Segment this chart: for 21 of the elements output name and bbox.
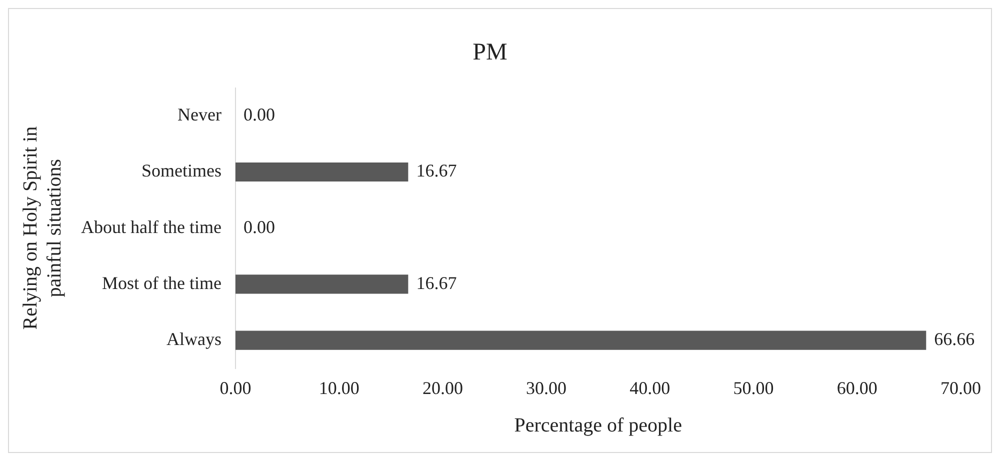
data-label: 16.67 [416, 272, 457, 293]
data-label: 0.00 [243, 216, 275, 237]
y-axis-title: Relying on Holy Spirit in painful situations [19, 126, 66, 330]
y-tick-label: Always [166, 329, 222, 350]
data-label: 16.67 [416, 160, 457, 181]
data-label: 66.66 [934, 329, 975, 350]
x-tick-label: 0.00 [220, 378, 252, 398]
x-tick-label: 70.00 [940, 378, 981, 398]
y-tick-label: Sometimes [141, 160, 222, 181]
x-tick-label: 50.00 [733, 378, 774, 398]
data-label: 0.00 [243, 104, 275, 125]
x-tick-label: 10.00 [318, 378, 360, 398]
x-tick-label: 60.00 [836, 378, 878, 398]
x-tick-label: 30.00 [526, 378, 567, 398]
x-tick-label: 20.00 [422, 378, 463, 398]
y-tick-label: About half the time [81, 216, 222, 237]
x-axis-title: Percentage of people [514, 414, 682, 436]
chart-title: PM [472, 40, 508, 66]
y-tick-label: Most of the time [102, 272, 222, 293]
y-tick-label: Never [177, 104, 222, 125]
x-tick-label: 40.00 [630, 378, 670, 398]
